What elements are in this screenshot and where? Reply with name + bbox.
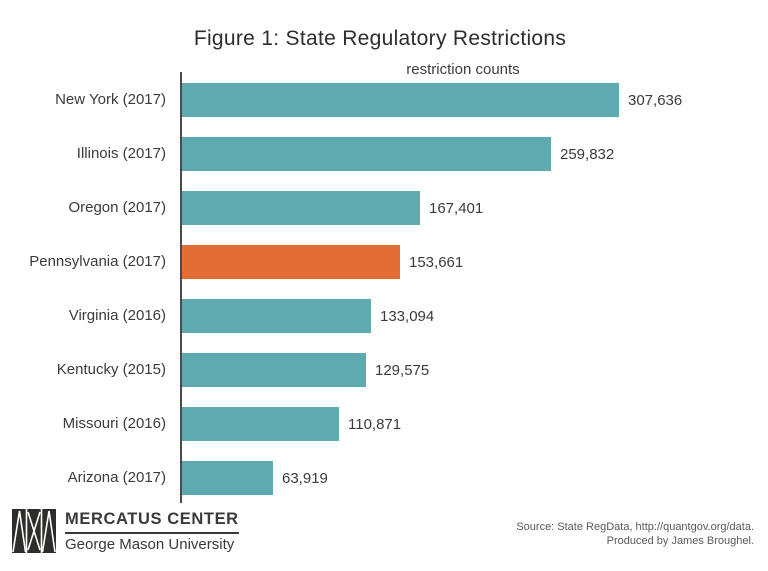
category-labels: New York (2017) Illinois (2017) Oregon (20… — [0, 83, 166, 503]
category-label: Illinois (2017) — [76, 145, 166, 162]
category-label: Oregon (2017) — [68, 199, 166, 216]
bar — [182, 461, 273, 495]
bar-value-label: 63,919 — [282, 469, 328, 487]
bar — [182, 353, 366, 387]
category-label: Pennsylvania (2017) — [29, 253, 166, 270]
bar-value-label: 167,401 — [429, 199, 484, 217]
bar-highlighted — [182, 245, 400, 279]
mercatus-logo-subtitle: George Mason University — [65, 536, 235, 553]
category-label: Arizona (2017) — [67, 469, 166, 486]
source-line-1: Source: State RegData, http://quantgov.o… — [516, 521, 754, 533]
category-label: New York (2017) — [55, 91, 166, 108]
bar-row: 63,919 — [182, 461, 328, 495]
bar — [182, 137, 551, 171]
y-axis-line — [180, 72, 182, 503]
x-axis-title: restriction counts — [406, 61, 520, 78]
bars-area: 307,636 259,832 167,401 153,661 133,094 129,5… — [182, 83, 768, 503]
figure-title: Figure 1: State Regulatory Restrictions — [193, 27, 567, 50]
bar-value-label: 133,094 — [380, 307, 435, 325]
mercatus-logo: MERCATUS CENTER George Mason University — [12, 509, 239, 553]
bar-value-label: 129,575 — [375, 361, 430, 379]
bar-row: 110,871 — [182, 407, 401, 441]
bar-row: 167,401 — [182, 191, 483, 225]
mercatus-logo-title: MERCATUS CENTER — [65, 510, 239, 534]
mercatus-logo-text: MERCATUS CENTER George Mason University — [65, 509, 239, 553]
bar-row: 307,636 — [182, 83, 682, 117]
category-label: Missouri (2016) — [62, 415, 166, 432]
bar-value-label: 307,636 — [628, 91, 683, 109]
mercatus-logo-icon — [12, 509, 56, 553]
bar — [182, 191, 420, 225]
bar-row: 153,661 — [182, 245, 463, 279]
bar-row: 259,832 — [182, 137, 614, 171]
source-line-2: Produced by James Broughel. — [606, 534, 754, 547]
bar-row: 129,575 — [182, 353, 429, 387]
bar — [182, 83, 619, 117]
bar-value-label: 259,832 — [560, 145, 615, 163]
source-attribution: Source: State RegData, http://quantgov.o… — [516, 521, 754, 548]
bar-value-label: 110,871 — [348, 415, 402, 433]
bar-row: 133,094 — [182, 299, 434, 333]
bar — [182, 407, 339, 441]
category-label: Kentucky (2015) — [56, 361, 166, 378]
bar — [182, 299, 371, 333]
bar-value-label: 153,661 — [409, 253, 464, 271]
category-label: Virginia (2016) — [68, 307, 166, 324]
